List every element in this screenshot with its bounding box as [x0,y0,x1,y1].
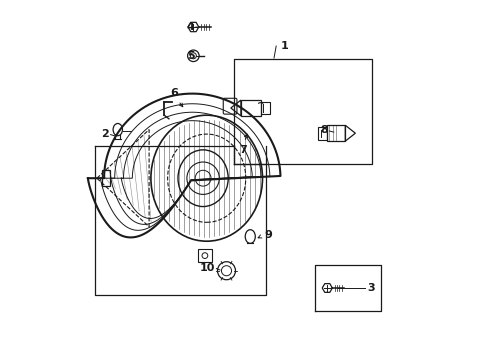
Text: 7: 7 [238,145,246,155]
Text: 4: 4 [186,22,194,32]
Bar [326,125,345,141]
Bar [260,102,269,114]
Text: 5: 5 [186,51,194,61]
Text: 2: 2 [101,129,108,139]
Text: 8: 8 [320,125,328,135]
Bar [241,100,260,116]
Text: 3: 3 [367,283,374,293]
Bar [197,249,212,262]
Text: 10: 10 [199,263,215,273]
Bar [102,170,110,186]
Text: 9: 9 [264,230,272,240]
Bar [318,127,326,140]
Text: 6: 6 [170,88,178,98]
Text: 1: 1 [280,41,287,51]
